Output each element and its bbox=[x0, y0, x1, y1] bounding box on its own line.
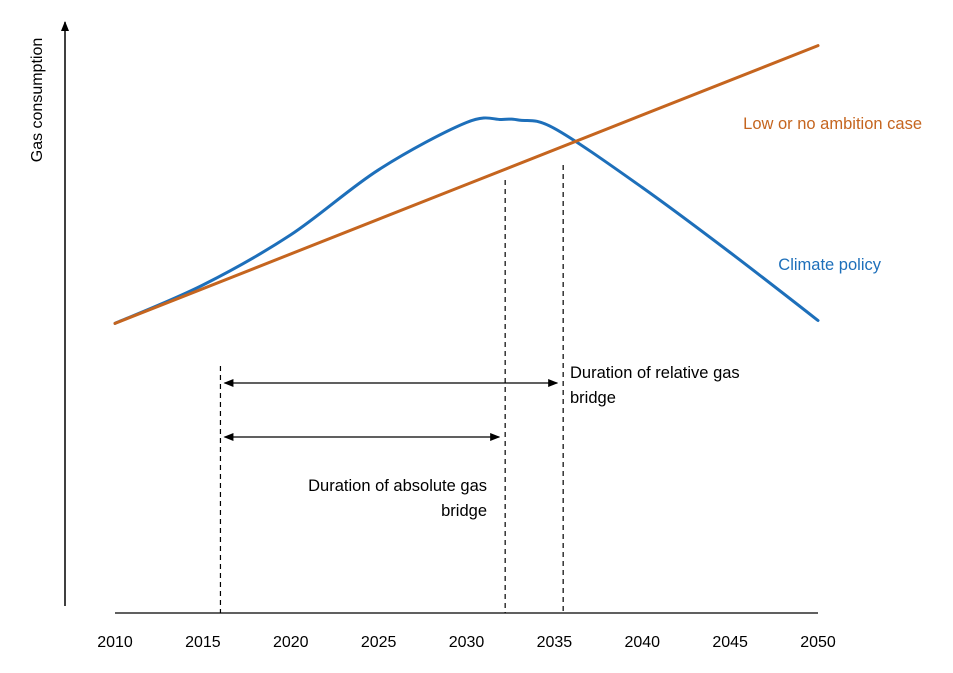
duration-arrows bbox=[223, 379, 559, 441]
x-tick-2035: 2035 bbox=[537, 634, 573, 651]
series-label-low-ambition: Low or no ambition case bbox=[743, 115, 922, 133]
x-tick-2030: 2030 bbox=[449, 634, 485, 651]
series-line-low-ambition bbox=[113, 44, 820, 325]
x-tick-2015: 2015 bbox=[185, 634, 221, 651]
x-tick-2010: 2010 bbox=[97, 634, 133, 651]
absolute-bridge-label-line1: Duration of absolute gas bbox=[308, 477, 487, 495]
x-tick-2025: 2025 bbox=[361, 634, 397, 651]
y-axis-label: Gas consumption bbox=[29, 38, 46, 163]
absolute-bridge-label-line2: bridge bbox=[441, 502, 487, 520]
x-tick-labels: 2010 2015 2020 2025 2030 2035 2040 2045 2050 bbox=[97, 634, 836, 651]
x-tick-2045: 2045 bbox=[712, 634, 748, 651]
reference-lines bbox=[219, 165, 564, 613]
series-line-climate-policy bbox=[113, 116, 820, 325]
series-label-climate-policy: Climate policy bbox=[778, 256, 881, 274]
x-tick-2040: 2040 bbox=[624, 634, 660, 651]
series-group bbox=[113, 44, 820, 325]
x-tick-2050: 2050 bbox=[800, 634, 836, 651]
relative-bridge-label-line1: Duration of relative gas bbox=[570, 364, 740, 382]
x-tick-2020: 2020 bbox=[273, 634, 309, 651]
relative-bridge-label-line2: bridge bbox=[570, 389, 616, 407]
